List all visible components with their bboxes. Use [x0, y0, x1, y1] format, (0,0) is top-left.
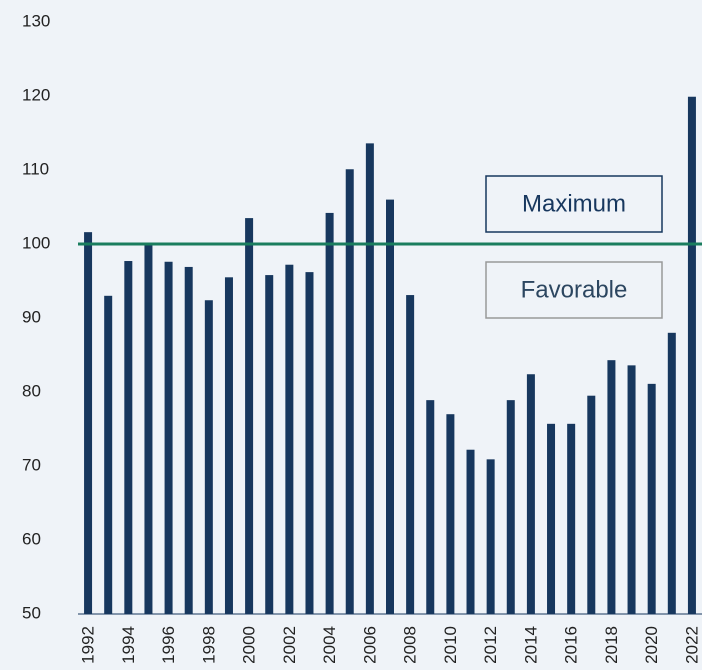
x-tick-label: 2016: [562, 626, 581, 664]
x-tick-label: 2012: [481, 626, 500, 664]
bar: [627, 365, 636, 614]
bar: [446, 414, 455, 614]
x-tick-label: 2020: [642, 626, 661, 664]
bar: [224, 277, 233, 614]
bar: [124, 261, 133, 614]
bar: [325, 212, 334, 615]
bar: [486, 459, 495, 614]
annotation-box: [485, 261, 663, 319]
bar: [305, 272, 314, 614]
bar: [184, 266, 193, 614]
bar: [285, 264, 294, 614]
x-tick-label: 2002: [280, 626, 299, 664]
bar: [687, 96, 696, 615]
y-tick-label: 90: [22, 307, 41, 326]
x-tick-label: 2006: [360, 626, 379, 664]
bar: [667, 332, 676, 614]
y-tick-label: 110: [22, 159, 49, 178]
y-tick-label: 130: [22, 11, 50, 30]
bar: [386, 199, 394, 614]
bar: [466, 449, 475, 614]
bar: [426, 400, 435, 614]
bar: [265, 275, 274, 614]
bar: [506, 400, 515, 614]
bar: [587, 395, 596, 614]
bar: [204, 300, 213, 614]
annotation: Favorable: [521, 276, 628, 303]
x-tick-label: 2010: [441, 626, 460, 664]
annotation-box: [485, 175, 663, 233]
y-tick-label: 70: [22, 455, 41, 474]
bar: [547, 423, 556, 614]
x-tick-label: 1994: [119, 626, 138, 664]
y-tick-label: 80: [22, 381, 41, 400]
annotation: Maximum: [522, 190, 626, 217]
x-tick-label: 2000: [240, 626, 259, 664]
y-tick-label: 100: [22, 233, 50, 252]
bar: [365, 143, 374, 615]
bar: [245, 218, 254, 614]
bar: [647, 383, 656, 614]
x-tick-label: 2022: [682, 626, 701, 664]
x-tick-label: 1998: [199, 626, 218, 664]
y-tick-label: 50: [22, 603, 41, 622]
bar: [345, 169, 354, 614]
bar: [144, 244, 153, 614]
x-tick-label: 2004: [320, 626, 339, 664]
y-tick-label: 60: [22, 529, 41, 548]
bar: [526, 374, 535, 614]
bar: [164, 261, 173, 614]
bar: [607, 360, 616, 614]
x-tick-label: 2008: [401, 626, 420, 664]
y-tick-label: 120: [22, 85, 50, 104]
bar: [104, 295, 113, 614]
bar: [567, 423, 576, 614]
x-tick-label: 2018: [602, 626, 621, 664]
bar: [406, 295, 415, 614]
x-tick-label: 1996: [159, 626, 178, 664]
x-tick-label: 2014: [521, 626, 540, 664]
bar: [84, 232, 93, 614]
x-tick-label: 1992: [79, 626, 98, 664]
